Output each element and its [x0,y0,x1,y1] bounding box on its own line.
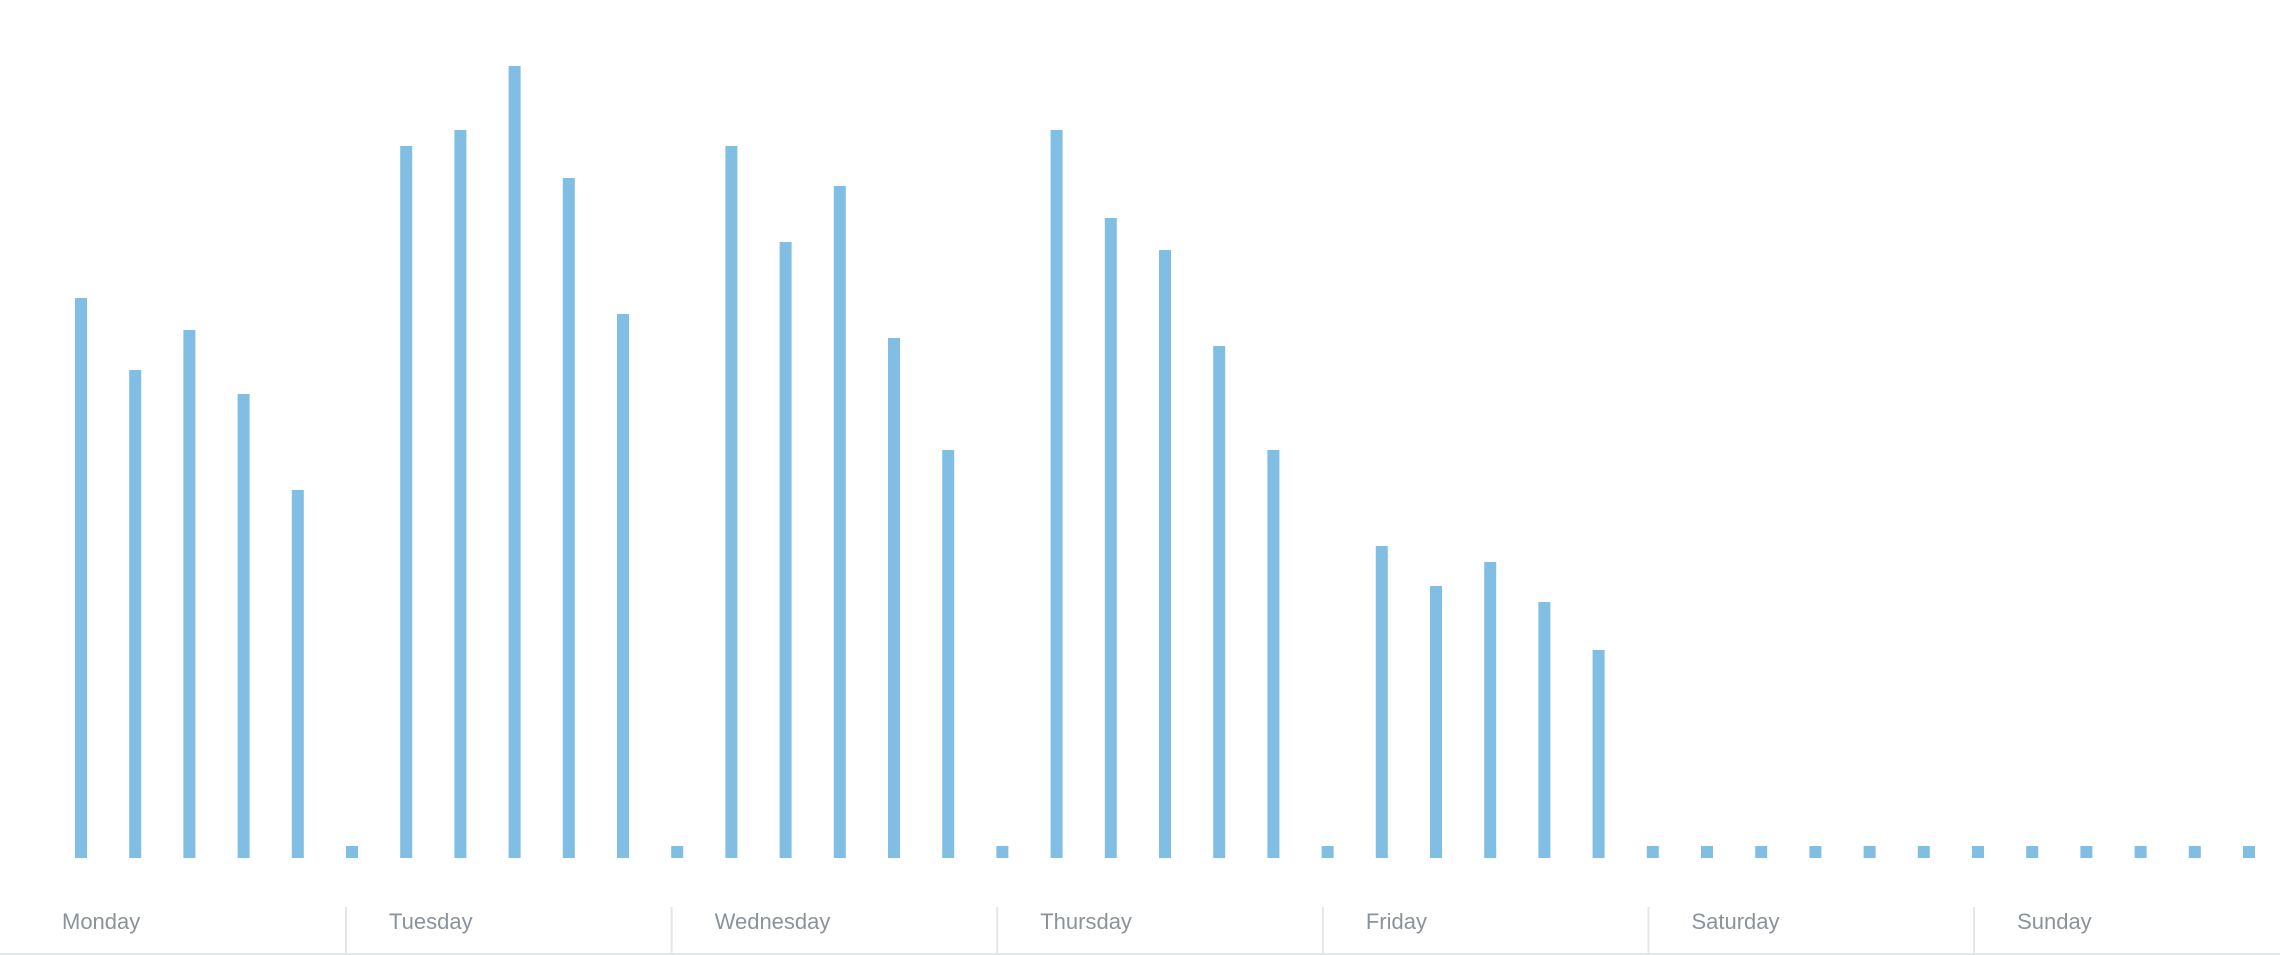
bar [1050,130,1063,858]
bar [1375,546,1388,858]
bar [1755,846,1768,858]
bar [833,186,846,858]
bar [75,298,87,858]
bar [1159,250,1171,858]
bar [400,146,413,858]
bar [996,846,1009,858]
bar [942,450,955,858]
x-tick-label: Friday [1366,909,1427,934]
bar [2243,846,2255,858]
x-tick-label: Monday [62,909,140,934]
bar [2188,846,2201,858]
bar [1701,846,1713,858]
bar [2026,846,2039,858]
bar [779,242,792,858]
bar [1809,846,1822,858]
bar [1972,846,1984,858]
bar [1592,650,1605,858]
bar [1430,586,1442,858]
bar [346,846,358,858]
bar [1213,346,1226,858]
x-tick-label: Saturday [1691,909,1779,934]
bar [1646,846,1659,858]
x-tick-label: Thursday [1040,909,1132,934]
bar [562,178,575,858]
x-tick-label: Sunday [2017,909,2092,934]
bar [1484,562,1497,858]
bar [454,130,467,858]
bar [129,370,142,858]
bar [237,394,250,858]
bar [888,338,900,858]
bar [2134,846,2147,858]
bar [1267,450,1280,858]
bar [671,846,684,858]
bar [617,314,629,858]
bar [1917,846,1930,858]
bar [1321,846,1334,858]
x-tick-label: Wednesday [715,909,831,934]
bar [183,330,196,858]
bar [1104,218,1117,858]
bar [725,146,738,858]
bar [2080,846,2093,858]
x-tick-label: Tuesday [389,909,473,934]
bar [291,490,304,858]
bar [1863,846,1876,858]
bar [1538,602,1551,858]
bar [508,66,521,858]
